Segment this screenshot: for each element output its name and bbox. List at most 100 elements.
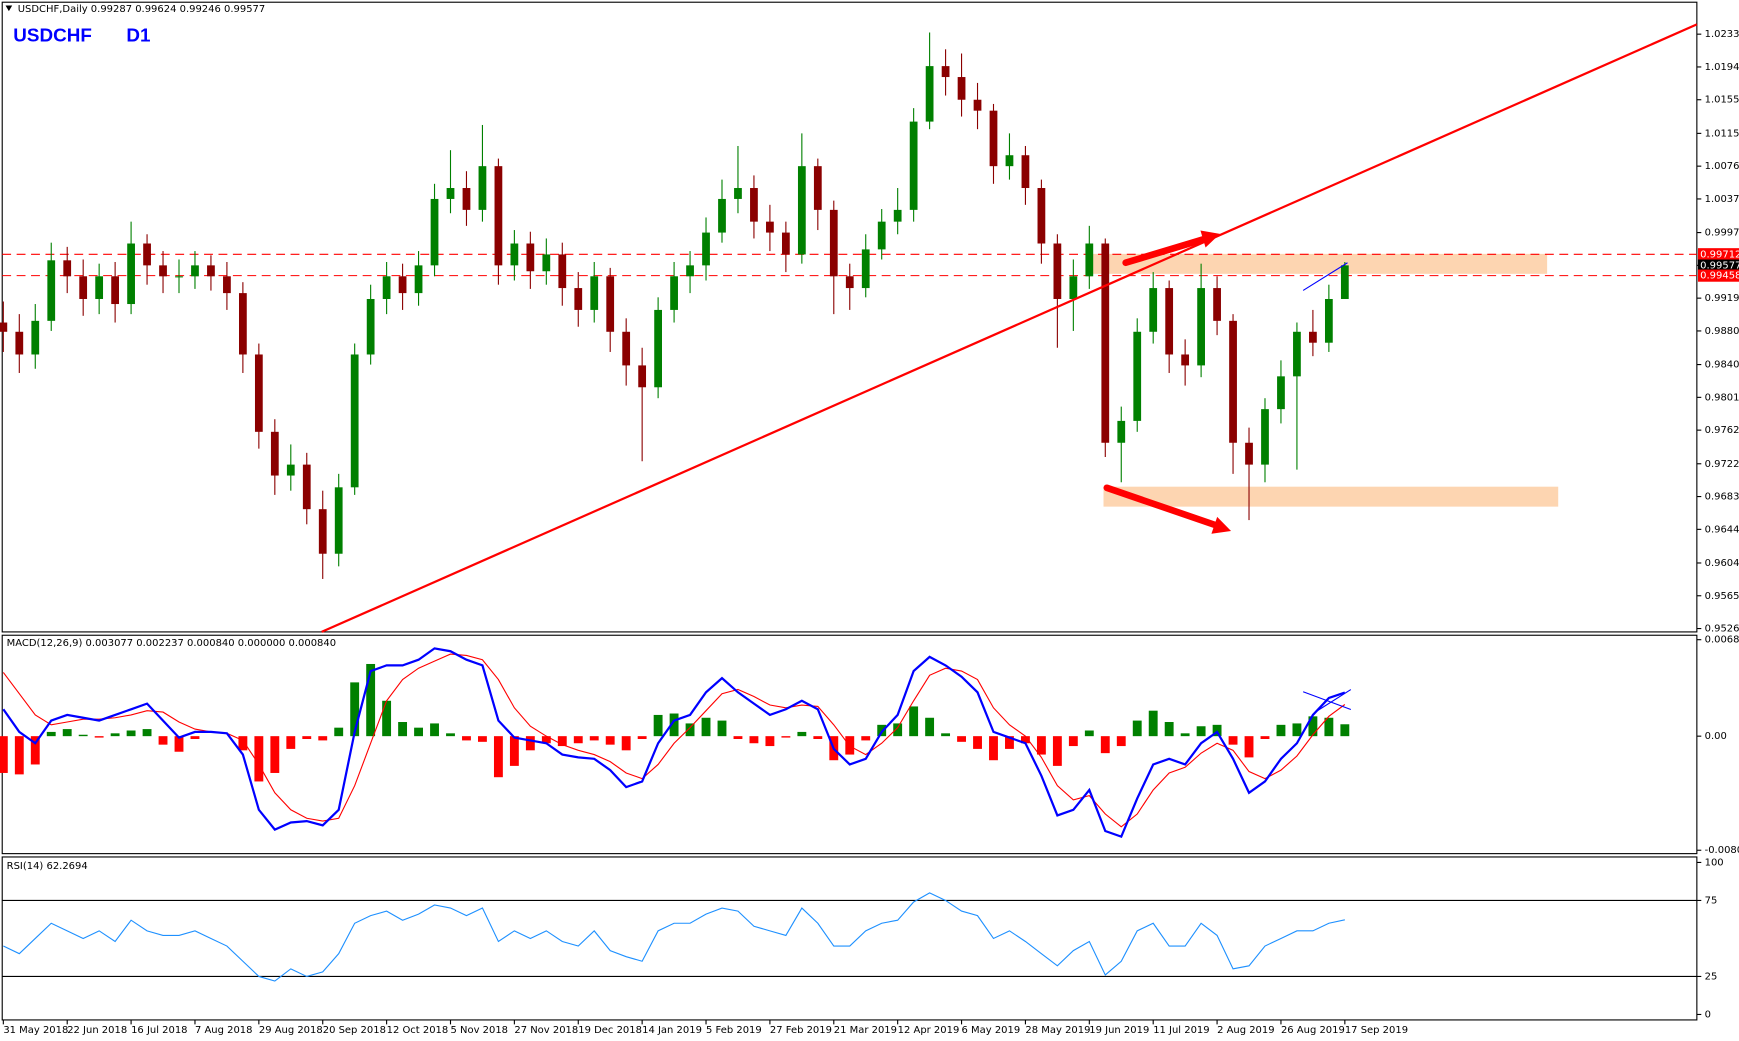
- x-tick-label: 6 May 2019: [962, 1025, 1021, 1036]
- candle-body: [1245, 442, 1253, 465]
- histogram-bar: [1005, 736, 1014, 749]
- x-tick-label: 27 Nov 2018: [514, 1025, 578, 1036]
- histogram-bar: [0, 736, 8, 773]
- candle-body: [478, 166, 487, 210]
- candle-body: [813, 166, 822, 210]
- x-tick-label: 16 Jul 2018: [131, 1025, 187, 1036]
- histogram-bar: [14, 736, 24, 775]
- price-box: [1697, 269, 1739, 282]
- candle-body: [957, 77, 966, 100]
- x-tick-label: 17 Sep 2019: [1345, 1025, 1408, 1036]
- histogram-bar: [1324, 717, 1334, 737]
- resistance-zone: [1092, 253, 1548, 274]
- histogram-bar: [286, 736, 296, 749]
- candle-body: [734, 188, 742, 199]
- candle-body: [398, 276, 407, 294]
- x-tick-label: 20 Sep 2018: [323, 1025, 386, 1036]
- histogram-bar: [1340, 724, 1350, 737]
- histogram-bar: [797, 731, 807, 737]
- candle-body: [893, 209, 902, 222]
- histogram-bar: [430, 723, 439, 737]
- histogram-bar: [110, 733, 120, 737]
- histogram-bar: [302, 736, 312, 739]
- histogram-bar: [1212, 724, 1222, 737]
- price-box-label: 0.99712: [1700, 249, 1739, 260]
- histogram-bar: [973, 736, 982, 749]
- candle-body: [79, 276, 88, 299]
- candle-body: [909, 121, 918, 210]
- histogram-bar: [1244, 736, 1254, 758]
- histogram-bar: [813, 736, 823, 739]
- histogram-bar: [1148, 710, 1158, 737]
- candle-body: [318, 509, 327, 554]
- candle-body: [638, 365, 647, 388]
- histogram-bar: [126, 730, 136, 737]
- x-tick-label: 19 Jun 2019: [1089, 1025, 1149, 1036]
- y-tick-label: -0.00806: [1705, 845, 1739, 856]
- histogram-bar: [1180, 733, 1190, 737]
- candle-body: [654, 309, 662, 388]
- candle-body: [63, 260, 72, 277]
- candle-body: [1053, 243, 1062, 299]
- x-tick-label: 7 Aug 2018: [195, 1025, 253, 1036]
- candle-body: [286, 464, 295, 476]
- candle-body: [382, 276, 391, 299]
- histogram-bar: [573, 736, 583, 744]
- price-pane: [1, 1, 1698, 633]
- candle-body: [143, 243, 151, 266]
- histogram-bar: [78, 734, 88, 737]
- candle-body: [1340, 265, 1349, 299]
- candle-body: [766, 221, 774, 233]
- histogram-bar: [334, 727, 344, 737]
- histogram-bar: [1052, 736, 1062, 766]
- candle-body: [750, 188, 758, 222]
- candle-body: [47, 260, 56, 321]
- histogram-bar: [1164, 722, 1174, 737]
- histogram-bar: [989, 736, 998, 761]
- candle-body: [175, 276, 183, 278]
- histogram-bar: [941, 733, 951, 737]
- histogram-bar: [909, 706, 919, 737]
- rsi-title: RSI(14) 62.2694: [7, 861, 88, 872]
- histogram-bar: [893, 723, 903, 737]
- histogram-bar: [557, 736, 567, 747]
- histogram-bar: [621, 736, 631, 751]
- x-tick-label: 28 May 2019: [1025, 1025, 1090, 1036]
- candle-body: [15, 331, 24, 355]
- candle-body: [1149, 288, 1158, 332]
- annotations: [321, 23, 1698, 712]
- candle-body: [223, 276, 231, 294]
- histogram-bar: [1196, 726, 1206, 737]
- candle-body: [797, 166, 806, 255]
- histogram-bar: [1292, 723, 1302, 737]
- histogram-bar: [142, 729, 152, 737]
- candle-body: [941, 66, 950, 78]
- arrow-head: [1200, 230, 1220, 248]
- candle-body: [207, 265, 215, 277]
- candle-body: [1005, 155, 1014, 167]
- candle-body: [702, 232, 710, 266]
- histogram-bar: [1084, 730, 1094, 737]
- y-tick-label: 0.006815: [1705, 635, 1739, 646]
- histogram-bar: [398, 722, 408, 737]
- candle-body: [0, 322, 8, 332]
- histogram-bar: [30, 736, 40, 765]
- price-box-label: 0.99577: [1700, 261, 1739, 272]
- menu-icon[interactable]: [5, 5, 13, 12]
- histogram-bar: [717, 720, 727, 737]
- candle-body: [1197, 288, 1205, 366]
- candle-body: [302, 464, 311, 510]
- candle-body: [558, 254, 567, 289]
- x-tick-label: 22 Jun 2018: [67, 1025, 127, 1036]
- y-tick-label: 75: [1705, 895, 1718, 906]
- x-tick-label: 26 Aug 2019: [1281, 1025, 1345, 1036]
- divergence-line: [1302, 262, 1348, 291]
